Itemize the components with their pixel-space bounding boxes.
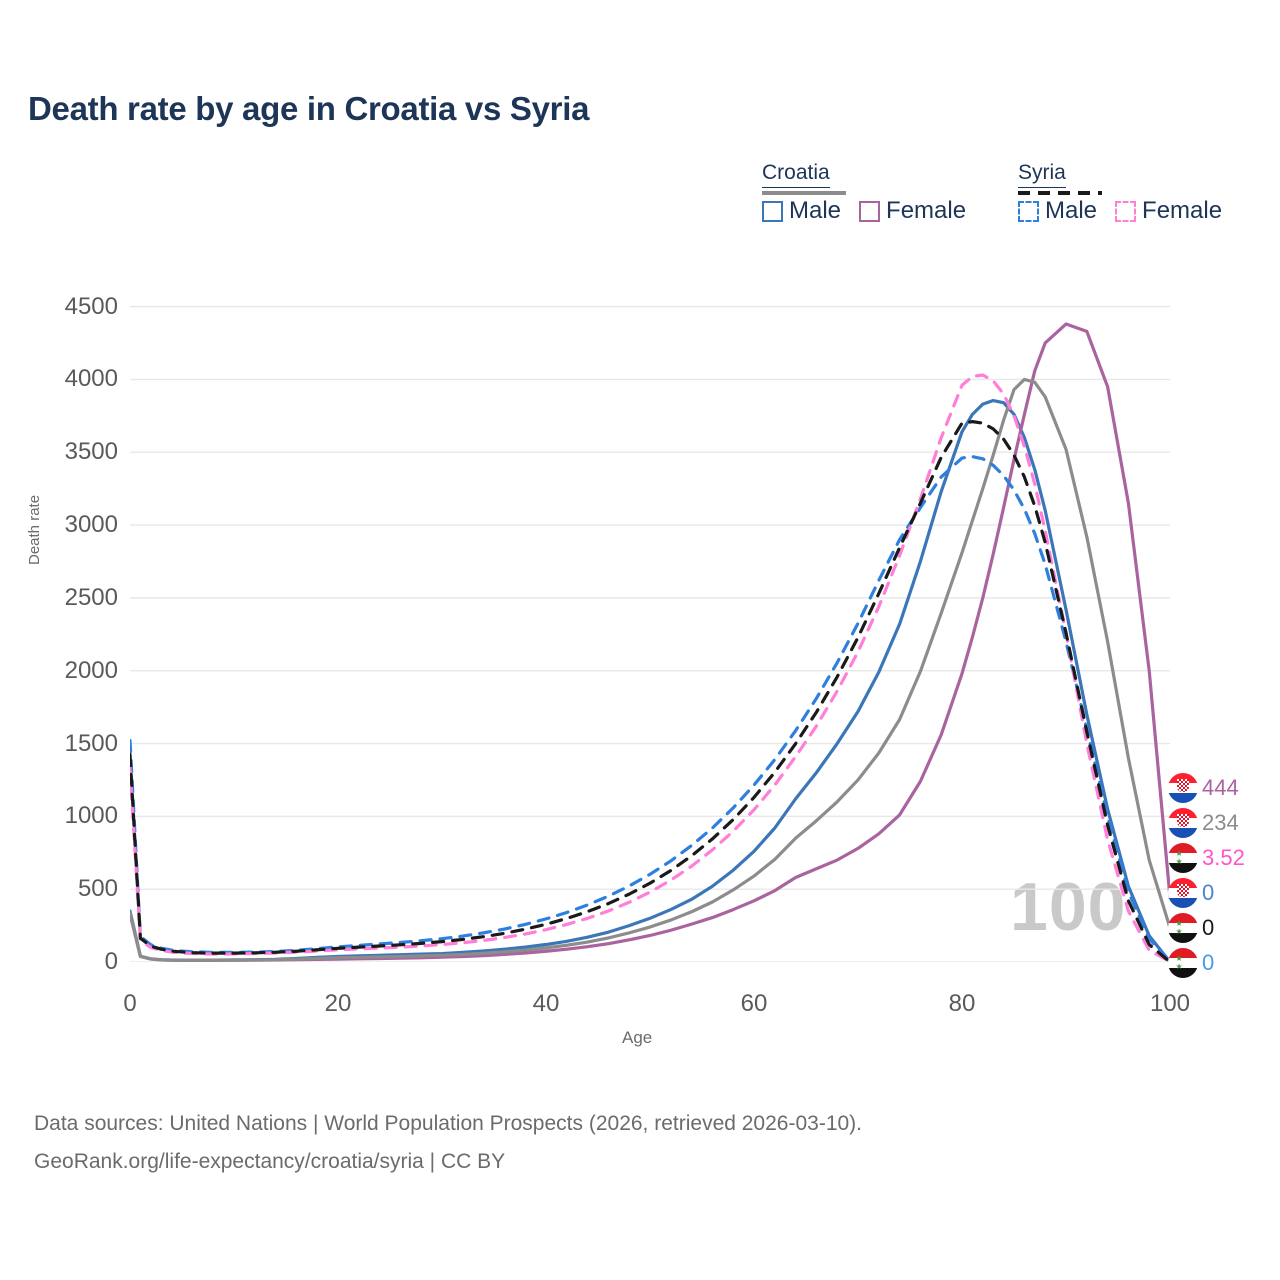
series-end-value: 0 [1202,914,1215,940]
x-tick-label: 40 [532,990,560,1017]
series-end-label: 0 [1168,945,1280,980]
series-line-croatia-total [128,377,1172,962]
footer-line-attribution: GeoRank.org/life-expectancy/croatia/syri… [34,1150,506,1173]
y-axis-title: Death rate [26,494,43,565]
x-tick-label: 60 [740,990,768,1017]
syria-flag-icon [1168,947,1198,978]
y-tick-label: 500 [77,875,118,903]
y-tick-label: 3500 [64,438,118,466]
legend-label-croatia-male: Male [789,197,842,224]
legend-item-croatia-female[interactable]: Female [859,197,966,225]
series-end-label: 444 [1168,770,1280,805]
x-axis-title: Age [622,1028,653,1047]
series-end-label: 0 [1168,910,1280,945]
series-end-value: 3.52 [1202,844,1245,870]
legend-item-syria-male[interactable]: Male [1018,197,1097,225]
y-tick-label: 3000 [64,511,118,539]
legend-item-syria-female[interactable]: Female [1115,197,1222,225]
series-end-label: 0 [1168,875,1280,910]
series-end-value: 234 [1202,809,1239,835]
series-line-syria-total [128,420,1172,964]
legend-label-syria-male: Male [1045,197,1098,224]
x-tick-label: 100 [1149,990,1191,1017]
legend-label-syria-female: Female [1142,197,1223,224]
legend-group-syria: Syria Male Female [1018,160,1222,224]
chart-legend: Croatia Male Female Syria Male [762,160,1262,240]
croatia-flag-icon [1168,772,1198,803]
croatia-flag-icon [1168,807,1198,838]
series-end-labels: 444 234 3.52 0 0 0 [1168,770,1280,980]
page-title: Death rate by age in Croatia vs Syria [28,90,590,127]
series-end-value: 444 [1202,774,1239,800]
croatia-flag-icon [1168,877,1198,908]
footer-line-sources: Data sources: United Nations | World Pop… [34,1112,863,1135]
legend-item-croatia-male[interactable]: Male [762,197,841,225]
y-tick-label: 4500 [64,292,118,320]
legend-swatch-croatia-male [762,200,783,222]
syria-flag-icon [1168,842,1198,873]
y-tick-label: 2000 [64,656,118,684]
legend-swatch-croatia-female [859,200,881,222]
x-tick-label: 20 [324,990,352,1017]
series-end-label: 3.52 [1168,840,1280,875]
legend-swatch-syria-male [1018,200,1039,222]
footer: Data sources: United Nations | World Pop… [34,1105,862,1181]
x-tick-label: 80 [948,990,976,1017]
y-tick-label: 1000 [64,802,118,830]
series-end-value: 0 [1202,879,1215,905]
series-line-syria-male [128,454,1172,964]
plot-area [128,292,1172,964]
legend-group-croatia: Croatia Male Female [762,160,966,224]
legend-label-croatia-female: Female [886,197,967,224]
series-end-label: 234 [1168,805,1280,840]
legend-country-syria: Syria [1018,160,1066,188]
legend-rule-syria [1018,191,1102,195]
plot-svg [128,305,1172,964]
y-tick-label: 0 [104,948,118,975]
legend-swatch-syria-female [1115,200,1137,222]
y-tick-label: 2500 [64,583,118,611]
x-tick-label: 0 [123,990,137,1017]
y-tick-label: 4000 [64,365,118,393]
legend-rule-croatia [762,191,846,195]
legend-country-croatia: Croatia [762,160,830,188]
y-tick-label: 1500 [64,729,118,757]
watermark: 100 [1010,869,1127,945]
series-line-croatia-male [128,398,1172,964]
series-end-value: 0 [1202,949,1215,975]
syria-flag-icon [1168,912,1198,943]
